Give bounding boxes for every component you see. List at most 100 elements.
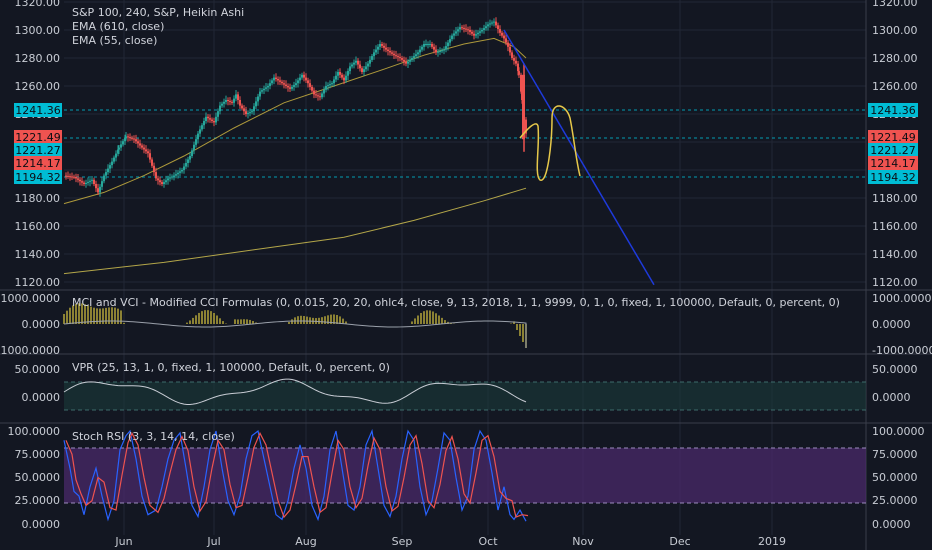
candle-body [355,60,357,63]
candle-body [469,30,471,32]
candle-body [129,137,131,139]
candle-body [513,58,515,61]
candle-body [89,180,91,182]
candle-body [389,51,391,53]
candle-body [109,165,111,169]
candle-body [191,150,193,156]
candle-body [251,111,253,113]
ema-610-line[interactable] [63,187,527,275]
candle-body [441,50,443,52]
candle-body [425,44,427,45]
time-tick: Jul [206,535,220,548]
candle-body [233,98,235,103]
freehand-drawing[interactable] [519,105,581,181]
stoch-d-line[interactable] [65,431,529,519]
candle-body [395,55,397,57]
candle-body [177,172,179,175]
candle-body [511,52,513,58]
candle-body [383,45,385,48]
candle-body [307,80,309,84]
candle-body [339,72,341,75]
candle-body [329,84,331,86]
candle-body [301,74,303,78]
candle-body [209,118,211,120]
candle-body [175,174,177,176]
candle-body [375,49,377,53]
candle-body [323,89,325,94]
right-price-tick: 1160.00 [872,220,918,233]
candle-body [67,175,69,177]
pane-title-stoch: Stoch RSI (3, 3, 14, 14, close) [72,430,235,443]
candle-body [145,149,147,152]
right-pane-tick: 0.0000 [872,518,911,531]
candle-body [181,170,183,172]
candle-body [455,31,457,34]
time-axis[interactable]: Jun Jul Aug Sep Oct Nov Dec 2019 [114,535,786,548]
candle-body [431,44,433,47]
candle-body [131,137,133,139]
candle-body [93,179,95,184]
candle-body [279,80,281,82]
candle-body [189,156,191,160]
candle-body [297,80,299,84]
candle-body [387,49,389,51]
candle-body [125,136,127,138]
trendline-drawing[interactable] [503,29,655,286]
candle-body [461,27,463,29]
candle-body [481,30,483,32]
candle-body [385,47,387,50]
candle-body [413,56,415,58]
right-pane-tick: 50.0000 [872,363,918,376]
candle-body [118,147,120,150]
candle-body [495,21,497,26]
candle-body [321,93,323,98]
candle-body [505,38,507,43]
candle-body [293,85,295,87]
candle-body [101,181,103,187]
left-price-axis[interactable]: 1320.001300.001280.001260.001240.001220.… [0,0,60,531]
candle-body [85,182,87,184]
candle-body [343,77,345,81]
candle-body [243,108,245,112]
candle-body [259,91,261,97]
right-price-axis[interactable]: 1320.001300.001280.001260.001240.001220.… [872,0,932,531]
candle-body [239,100,241,106]
candle-body [183,166,185,170]
candle-body [69,176,71,178]
price-tag-left [14,103,62,117]
candle-body [509,46,511,53]
candle-body [485,26,487,29]
right-pane-tick: 25.0000 [872,494,918,507]
candle-body [137,141,139,144]
mci-line[interactable] [63,320,527,348]
mci-histogram[interactable] [63,303,527,348]
candle-body [403,59,405,62]
left-pane-tick: 100.0000 [8,425,61,438]
candle-body [205,116,207,121]
candle-body [113,157,115,162]
price-tag-left [14,156,62,170]
chart-title: S&P 100, 240, S&P, Heikin Ashi [72,6,244,19]
candle-body [453,33,455,36]
candle-body [463,27,465,29]
vpr-line[interactable] [63,378,527,405]
left-pane-tick: 75.0000 [15,448,61,461]
heikin-ashi-candles[interactable] [65,17,527,197]
candle-body [105,172,107,176]
price-tag-right-text: 1214.17 [870,157,916,170]
candle-body [287,86,289,88]
candle-body [407,61,409,64]
right-pane-tick: 1000.0000 [872,292,932,305]
candle-body [501,32,503,36]
candle-body [333,79,335,84]
candle-body [223,101,225,104]
time-tick: Aug [295,535,316,548]
candle-body [227,100,229,101]
left-pane-tick: 25.0000 [15,494,61,507]
candle-body [471,31,473,34]
candle-body [197,133,199,140]
time-tick: Sep [392,535,413,548]
candle-body [487,24,489,27]
candle-body [273,77,275,81]
